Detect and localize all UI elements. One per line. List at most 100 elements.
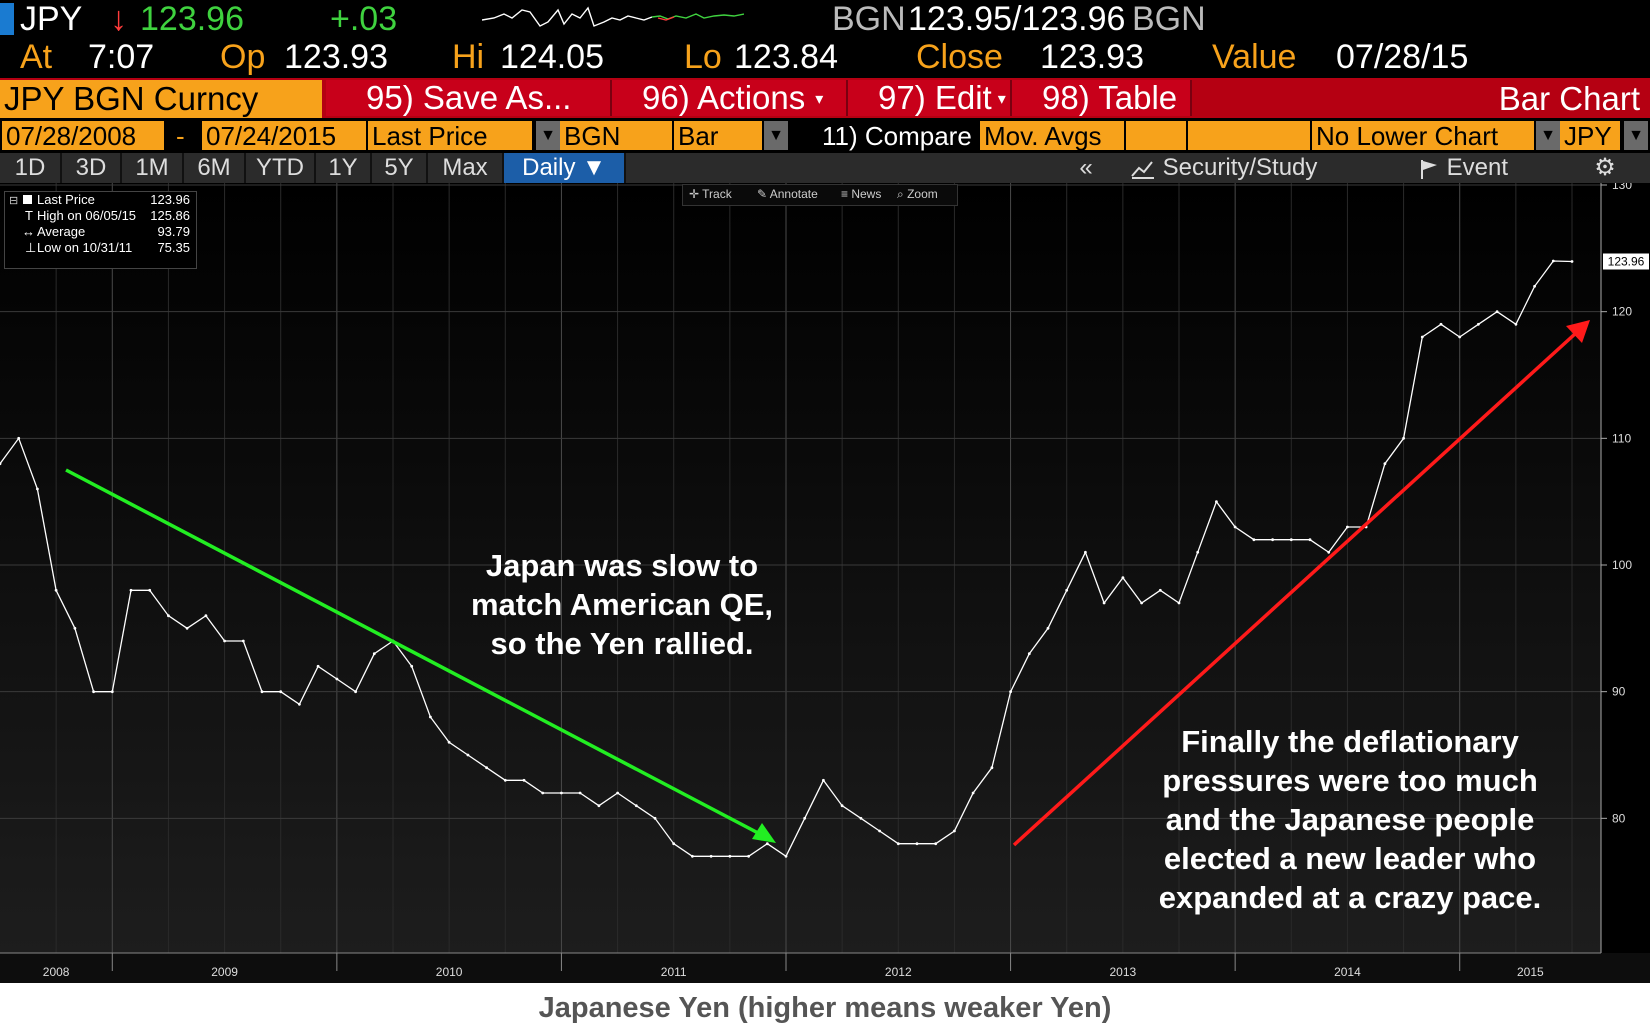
x-tick-label: 2009 bbox=[211, 965, 238, 979]
edit-menu[interactable]: 97) Edit ▾ bbox=[848, 80, 1012, 116]
data-point bbox=[316, 664, 320, 668]
field-select[interactable]: Last Price bbox=[368, 121, 532, 151]
data-point bbox=[859, 816, 863, 820]
style-dropdown-icon[interactable]: ▼ bbox=[764, 121, 788, 150]
annotation-line: and the Japanese people bbox=[1165, 802, 1535, 837]
data-point bbox=[36, 487, 39, 491]
data-point bbox=[17, 436, 21, 440]
blank-field-2[interactable] bbox=[1188, 121, 1310, 150]
chart-legend: ⊟ Last Price 123.96 T High on 06/05/15 1… bbox=[4, 191, 197, 269]
collapse-icon[interactable]: « bbox=[1079, 154, 1093, 181]
data-point bbox=[485, 766, 488, 770]
data-point bbox=[1327, 550, 1331, 554]
data-point bbox=[653, 816, 657, 820]
data-point bbox=[840, 804, 844, 808]
chart-tools: ✛ Track ✎ Annotate ≡ News ⌕ Zoom bbox=[682, 184, 958, 206]
value-label: Value bbox=[1212, 38, 1297, 76]
data-point bbox=[73, 626, 77, 630]
mov-avgs-button[interactable]: Mov. Avgs bbox=[980, 121, 1124, 151]
news-tool[interactable]: ≡ News bbox=[841, 187, 882, 201]
data-point bbox=[1233, 525, 1237, 529]
security-study-button[interactable]: Security/Study bbox=[1130, 153, 1317, 183]
end-date-field[interactable]: 07/24/2015 bbox=[202, 121, 366, 151]
gear-icon[interactable]: ⚙ bbox=[1594, 154, 1616, 181]
data-point bbox=[129, 588, 133, 592]
start-date-field[interactable]: 07/28/2008 bbox=[2, 121, 164, 151]
data-point bbox=[1289, 538, 1293, 542]
period-ytd[interactable]: YTD bbox=[246, 153, 316, 183]
quote-time: 7:07 bbox=[88, 38, 155, 76]
lower-chart-select[interactable]: No Lower Chart bbox=[1312, 121, 1534, 151]
x-tick-label: 2015 bbox=[1517, 965, 1544, 979]
data-point bbox=[522, 778, 526, 782]
data-point bbox=[1027, 652, 1031, 656]
low-label: Lo bbox=[684, 38, 722, 76]
data-point bbox=[466, 753, 470, 757]
data-point bbox=[1196, 550, 1200, 554]
period-6m[interactable]: 6M bbox=[184, 153, 246, 183]
data-point bbox=[1271, 538, 1274, 542]
annotation-line: expanded at a crazy pace. bbox=[1158, 880, 1542, 915]
security-field[interactable]: JPY BGN Curncy bbox=[0, 80, 322, 118]
data-point bbox=[54, 588, 58, 592]
last-price-tag bbox=[1603, 253, 1649, 270]
price-chart[interactable]: 80 90 100 110 120 130 2008 2009 2010 2011 2012 201… bbox=[0, 183, 1650, 983]
data-point bbox=[0, 462, 2, 466]
data-point bbox=[1402, 436, 1405, 440]
legend-high-value: 125.86 bbox=[150, 208, 190, 223]
news-label: News bbox=[851, 187, 882, 201]
period-1d[interactable]: 1D bbox=[0, 153, 62, 183]
table-button[interactable]: 98) Table bbox=[1012, 80, 1192, 116]
last-price-swatch bbox=[23, 195, 32, 204]
data-point bbox=[279, 690, 283, 694]
bid-source: BGN bbox=[832, 0, 906, 38]
data-point bbox=[1477, 322, 1480, 326]
legend-collapse-icon[interactable]: ⊟ bbox=[9, 195, 19, 207]
field-dropdown-icon[interactable]: ▼ bbox=[536, 121, 560, 150]
lower-chart-dropdown-icon[interactable]: ▼ bbox=[1536, 121, 1560, 150]
data-point bbox=[541, 791, 545, 795]
period-5y[interactable]: 5Y bbox=[372, 153, 428, 183]
data-point bbox=[372, 652, 376, 656]
currency-field[interactable]: JPY bbox=[1560, 121, 1620, 151]
annotate-tool[interactable]: ✎ Annotate bbox=[757, 187, 818, 201]
data-point bbox=[1308, 538, 1312, 542]
x-tick-label: 2010 bbox=[436, 965, 463, 979]
quote-stats: At 7:07 Op 123.93 Hi 124.05 Lo 123.84 Cl… bbox=[0, 38, 1650, 78]
period-1m[interactable]: 1M bbox=[122, 153, 184, 183]
compare-button[interactable]: 11) Compare bbox=[822, 121, 972, 151]
data-point bbox=[784, 854, 788, 858]
source-field[interactable]: BGN bbox=[560, 121, 672, 151]
data-point bbox=[1570, 260, 1574, 263]
high-value: 124.05 bbox=[500, 38, 604, 76]
open-value: 123.93 bbox=[284, 38, 388, 76]
period-1y[interactable]: 1Y bbox=[316, 153, 372, 183]
data-point bbox=[560, 791, 563, 795]
chevron-down-icon: ▾ bbox=[997, 91, 1006, 109]
data-point bbox=[1458, 335, 1462, 339]
at-label: At bbox=[20, 38, 53, 76]
data-point bbox=[1346, 525, 1349, 529]
vertical-gridlines bbox=[55, 183, 1573, 953]
frequency-select[interactable]: Daily ▼ bbox=[504, 153, 626, 183]
currency-dropdown-icon[interactable]: ▼ bbox=[1624, 121, 1648, 150]
close-label: Close bbox=[916, 38, 1003, 76]
zoom-tool[interactable]: ⌕ Zoom bbox=[897, 187, 938, 201]
data-point bbox=[1252, 538, 1256, 542]
high-label: Hi bbox=[452, 38, 485, 76]
x-tick-label: 2014 bbox=[1334, 965, 1361, 979]
event-button[interactable]: Event bbox=[1418, 153, 1508, 183]
blank-field-1[interactable] bbox=[1126, 121, 1186, 150]
data-point bbox=[1140, 601, 1143, 605]
period-max[interactable]: Max bbox=[428, 153, 504, 183]
chart-style-select[interactable]: Bar bbox=[674, 121, 762, 151]
data-point bbox=[971, 791, 975, 795]
y-tick-label: 80 bbox=[1612, 811, 1626, 825]
data-point bbox=[915, 842, 919, 846]
data-point bbox=[429, 715, 432, 719]
track-tool[interactable]: ✛ Track bbox=[689, 187, 732, 201]
data-point bbox=[709, 854, 713, 858]
period-3d[interactable]: 3D bbox=[62, 153, 122, 183]
actions-menu[interactable]: 96) Actions ▾ bbox=[612, 80, 848, 116]
save-as-button[interactable]: 95) Save As... bbox=[326, 80, 612, 116]
